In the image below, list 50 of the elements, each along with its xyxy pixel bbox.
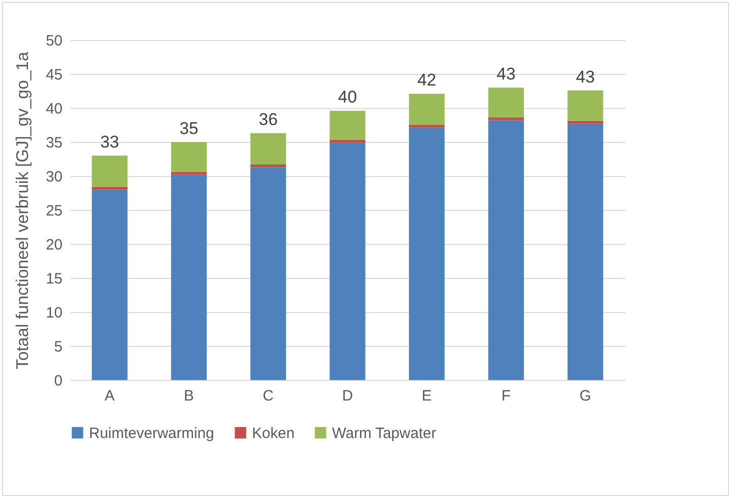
y-tick-label: 0: [54, 372, 62, 390]
y-tick-label: 10: [46, 304, 62, 322]
legend-label: Warm Tapwater: [332, 424, 436, 442]
y-tick-label: 5: [54, 338, 62, 356]
bar: [250, 133, 286, 164]
bar: [92, 186, 128, 190]
total-label: 43: [576, 67, 595, 86]
bar: [171, 172, 207, 175]
total-label: 43: [496, 64, 516, 84]
bar: [92, 190, 128, 380]
bar: [408, 94, 445, 125]
bar: [408, 128, 445, 380]
bar: [568, 124, 604, 380]
bar: [408, 125, 445, 128]
legend-label: Ruimteverwarming: [89, 424, 214, 442]
bar: [488, 118, 524, 120]
bar: [250, 167, 286, 380]
x-tick-label: A: [104, 388, 115, 404]
y-tick-label: 30: [46, 168, 62, 186]
total-label: 35: [179, 119, 198, 138]
bar: [171, 174, 207, 380]
total-label: 33: [100, 132, 120, 152]
bar: [92, 156, 128, 187]
y-tick-label: 20: [46, 236, 62, 254]
bar: [568, 90, 604, 121]
total-label: 42: [417, 70, 436, 90]
y-tick-label: 45: [46, 66, 62, 84]
x-tick-label: D: [342, 388, 354, 404]
x-tick-label: F: [501, 388, 511, 404]
bar: [488, 88, 524, 118]
x-tick-label: B: [184, 388, 194, 404]
total-label: 40: [338, 88, 357, 107]
y-tick-label: 25: [46, 202, 62, 220]
total-label: 36: [258, 110, 278, 130]
bar: [330, 140, 366, 143]
bar: [171, 142, 207, 172]
y-axis-title: Totaal functioneel verbruik [GJ]_gv_go_1a: [12, 51, 32, 370]
y-tick-label: 35: [46, 134, 62, 152]
y-tick-label: 40: [46, 100, 62, 118]
bar: [250, 164, 286, 168]
bar: [568, 120, 604, 124]
y-tick-label: 15: [46, 270, 62, 288]
bar: [330, 142, 366, 380]
x-tick-label: E: [422, 388, 432, 404]
bar: [488, 120, 524, 380]
y-tick-label: 50: [46, 32, 62, 50]
x-tick-label: C: [262, 388, 274, 404]
bar: [330, 110, 366, 140]
legend-label: Koken: [252, 424, 295, 442]
x-tick-label: G: [580, 388, 592, 404]
